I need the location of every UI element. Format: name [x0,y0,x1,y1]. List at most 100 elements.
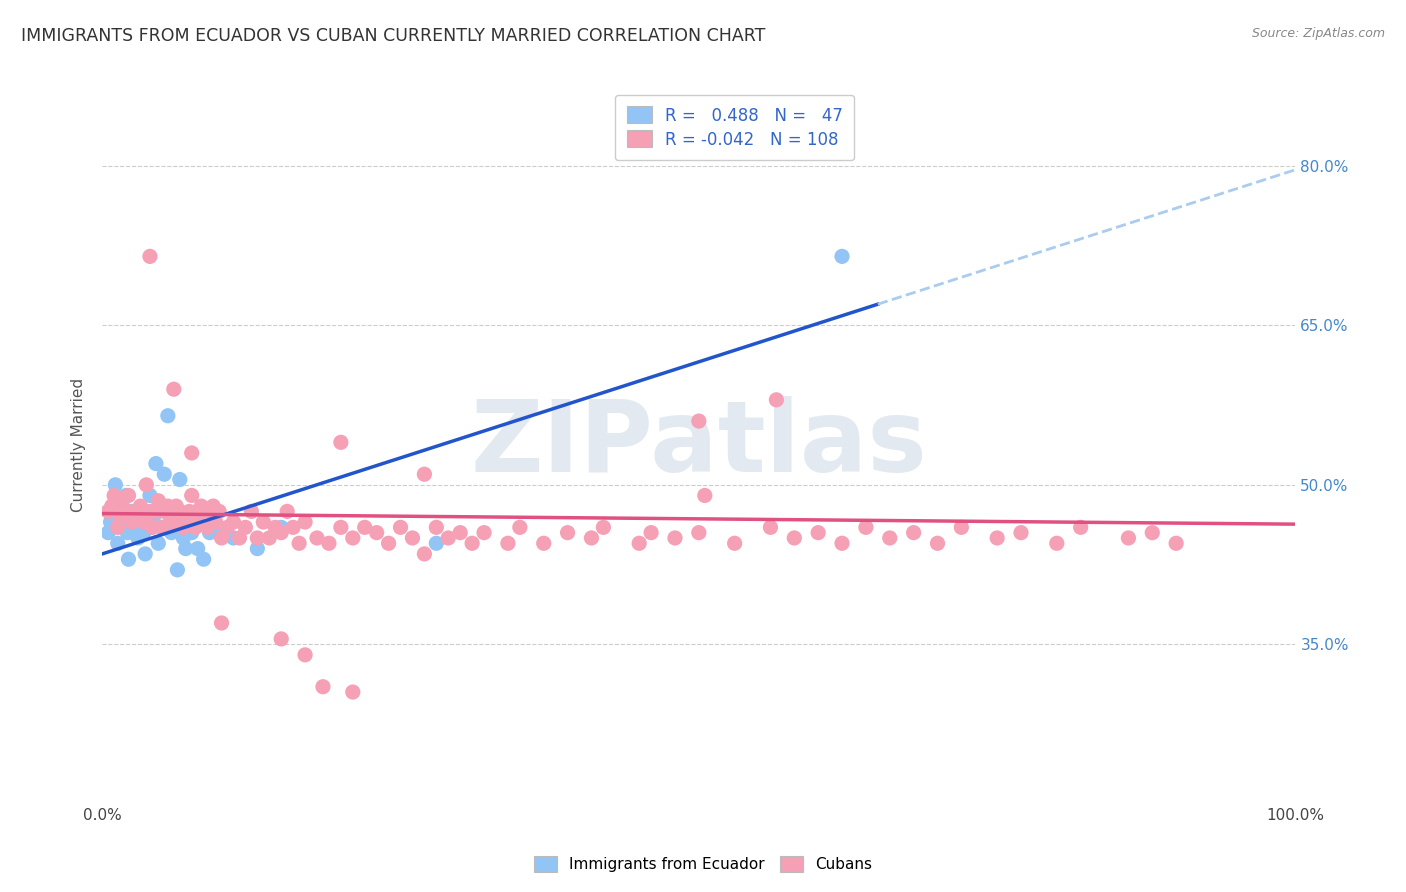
Point [187,541,209,556]
Point [184,520,207,534]
Point [425,520,447,534]
Point [179,504,201,518]
Point [461,536,484,550]
Point [153,504,176,518]
Point [312,680,335,694]
Point [377,536,399,550]
Point [831,536,853,550]
Point [413,467,436,482]
Point [163,515,186,529]
Point [131,509,153,524]
Point [172,520,194,534]
Point [855,520,877,534]
Point [1010,525,1032,540]
Point [97,504,120,518]
Point [159,509,181,524]
Point [142,509,165,524]
Point [413,547,436,561]
Point [134,547,156,561]
Point [163,509,186,524]
Point [148,493,170,508]
Point [117,488,139,502]
Point [235,520,257,534]
Point [132,525,155,540]
Point [122,525,145,540]
Point [389,520,412,534]
Point [592,520,614,534]
Point [557,525,579,540]
Point [180,525,202,540]
Point [688,525,710,540]
Point [121,504,143,518]
Point [401,531,423,545]
Point [723,536,745,550]
Point [100,515,122,529]
Point [166,563,188,577]
Point [1070,520,1092,534]
Point [145,457,167,471]
Point [104,478,127,492]
Point [496,536,519,550]
Point [111,499,134,513]
Point [135,478,157,492]
Point [156,409,179,423]
Point [193,504,215,518]
Point [141,520,163,534]
Point [139,504,162,518]
Point [1166,536,1188,550]
Point [179,520,201,534]
Point [581,531,603,545]
Point [437,531,460,545]
Point [115,488,138,502]
Point [110,515,132,529]
Point [927,536,949,550]
Point [128,520,150,534]
Text: Source: ZipAtlas.com: Source: ZipAtlas.com [1251,27,1385,40]
Point [211,525,233,540]
Point [950,520,973,534]
Point [139,488,162,502]
Point [281,520,304,534]
Point [117,552,139,566]
Point [509,520,531,534]
Point [107,536,129,550]
Point [294,515,316,529]
Point [246,541,269,556]
Point [903,525,925,540]
Y-axis label: Currently Married: Currently Married [72,378,86,512]
Point [193,552,215,566]
Point [228,531,250,545]
Point [100,499,122,513]
Point [150,520,173,534]
Point [276,504,298,518]
Point [986,531,1008,545]
Point [783,531,806,545]
Point [127,531,149,545]
Point [103,488,125,502]
Point [174,541,197,556]
Point [765,392,787,407]
Point [172,531,194,545]
Point [118,509,141,524]
Point [107,520,129,534]
Point [169,504,191,518]
Point [222,515,245,529]
Point [329,435,352,450]
Point [449,525,471,540]
Point [1046,536,1069,550]
Point [246,531,269,545]
Point [628,536,651,550]
Point [148,536,170,550]
Point [270,632,292,646]
Point [211,531,233,545]
Point [129,499,152,513]
Point [198,525,221,540]
Point [353,520,375,534]
Point [174,509,197,524]
Point [169,473,191,487]
Point [124,520,146,534]
Point [807,525,830,540]
Point [305,531,328,545]
Point [533,536,555,550]
Point [831,249,853,263]
